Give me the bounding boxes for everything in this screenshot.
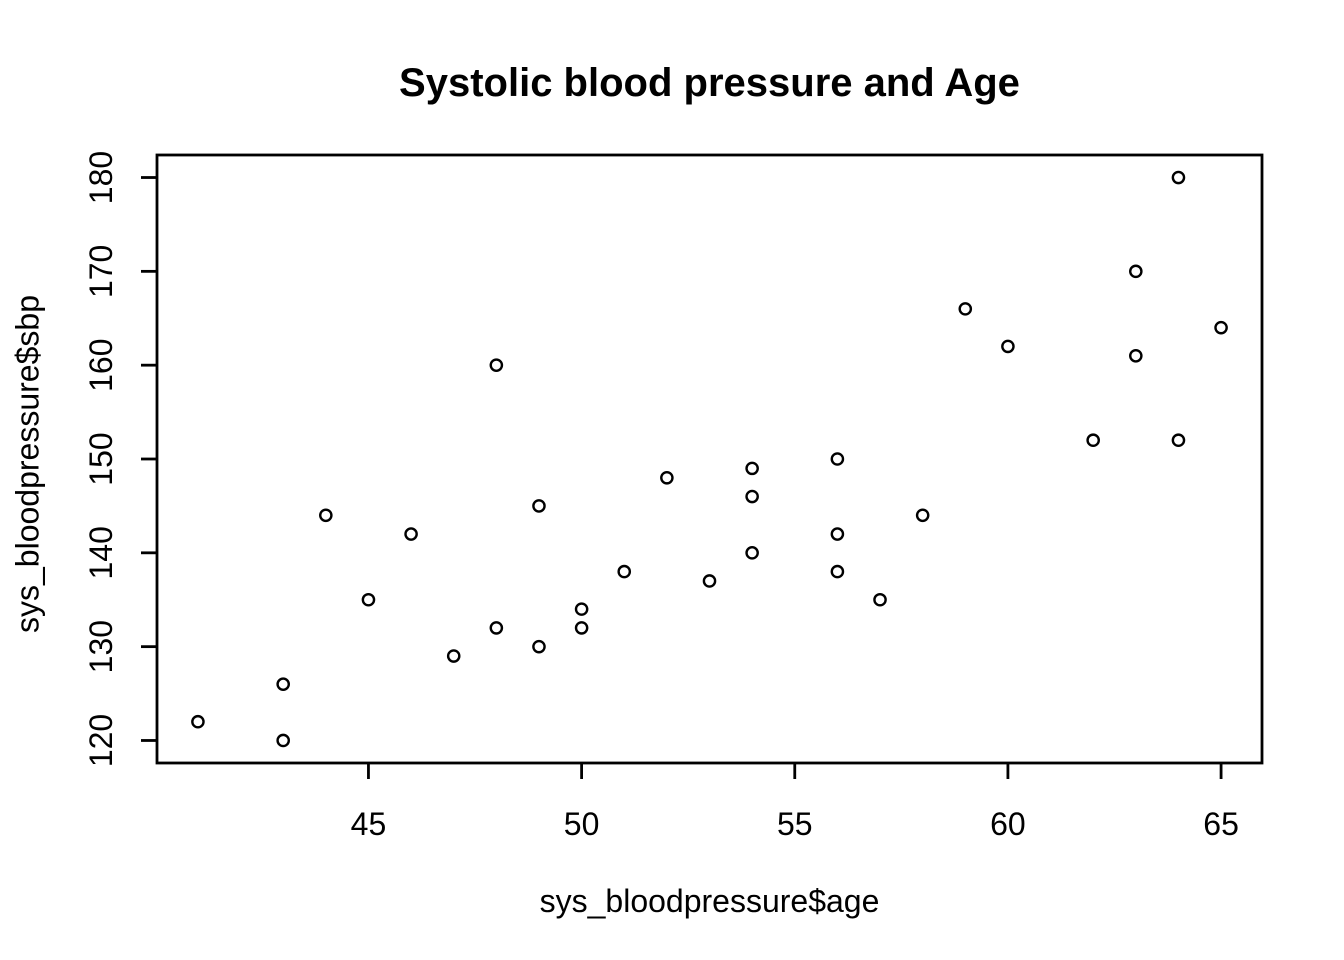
data-point	[532, 639, 546, 654]
data-point	[1214, 320, 1228, 335]
x-tick-label: 65	[1203, 806, 1239, 842]
data-point	[404, 527, 418, 541]
data-point	[361, 592, 376, 607]
data-point	[1129, 264, 1143, 279]
data-point	[446, 649, 461, 663]
data-point	[702, 574, 717, 588]
data-point	[1171, 170, 1186, 185]
data-point	[1086, 433, 1100, 448]
data-point	[532, 499, 546, 513]
data-point	[830, 564, 845, 579]
y-axis-label: sys_bloodpressure$sbp	[9, 295, 46, 633]
data-point	[191, 714, 205, 729]
data-point	[745, 461, 759, 476]
chart-title: Systolic blood pressure and Age	[399, 61, 1020, 105]
data-point	[1001, 339, 1015, 354]
y-tick-label: 130	[83, 620, 119, 673]
x-tick-label: 55	[777, 806, 813, 842]
data-point	[574, 602, 589, 616]
data-point	[873, 592, 887, 607]
x-tick-label: 45	[351, 806, 387, 842]
data-point	[915, 508, 930, 523]
data-point	[276, 733, 290, 748]
data-point	[489, 621, 504, 635]
data-point	[319, 508, 333, 523]
data-point	[830, 452, 845, 466]
y-tick-label: 150	[83, 432, 119, 485]
x-axis-label: sys_bloodpressure$age	[539, 883, 880, 919]
data-point	[1171, 433, 1186, 448]
data-point	[574, 621, 589, 635]
data-point	[830, 527, 845, 541]
plot-frame	[155, 153, 1264, 765]
x-tick-label: 50	[564, 806, 600, 842]
data-point	[745, 546, 759, 560]
data-point	[617, 564, 632, 579]
y-tick-label: 160	[83, 338, 119, 391]
data-point	[745, 489, 759, 504]
y-tick-label: 140	[83, 526, 119, 579]
y-tick-label: 170	[83, 245, 119, 298]
data-point	[660, 470, 674, 485]
x-tick-label: 60	[990, 806, 1026, 842]
data-point	[489, 358, 504, 372]
data-point	[276, 677, 290, 691]
data-point	[958, 302, 973, 316]
y-tick-label: 180	[83, 151, 119, 204]
y-tick-label: 120	[83, 714, 119, 767]
data-point	[1129, 348, 1143, 363]
